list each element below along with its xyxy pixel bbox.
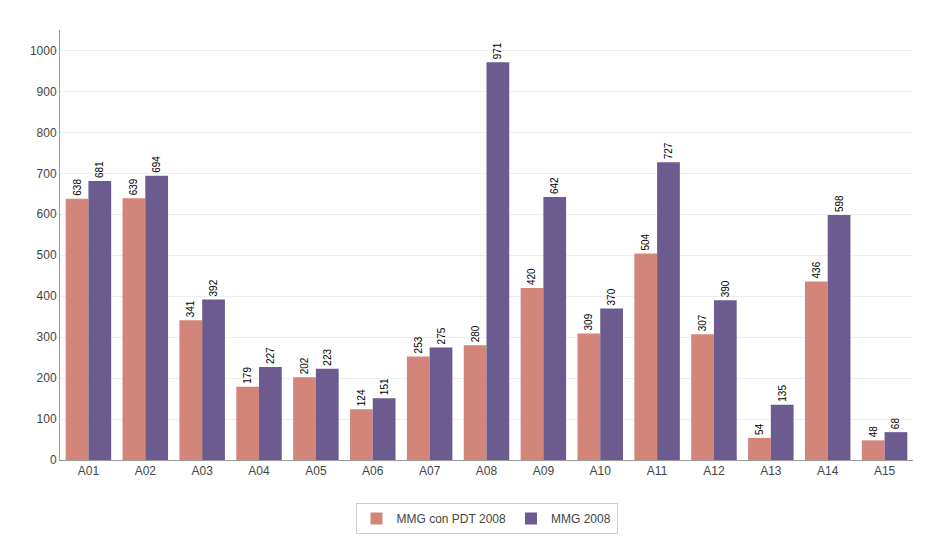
svg-text:200: 200 [37, 371, 57, 385]
svg-text:436: 436 [811, 261, 822, 278]
svg-text:A08: A08 [476, 464, 498, 478]
svg-text:642: 642 [549, 177, 560, 194]
svg-text:A05: A05 [305, 464, 327, 478]
svg-text:309: 309 [583, 313, 594, 330]
svg-text:694: 694 [151, 156, 162, 173]
svg-text:135: 135 [777, 385, 788, 402]
svg-text:420: 420 [526, 268, 537, 285]
svg-text:A02: A02 [135, 464, 157, 478]
svg-text:504: 504 [640, 233, 651, 250]
svg-text:151: 151 [379, 378, 390, 395]
svg-text:639: 639 [128, 178, 139, 195]
svg-text:A10: A10 [590, 464, 612, 478]
svg-text:600: 600 [37, 207, 57, 221]
svg-text:307: 307 [697, 314, 708, 331]
svg-text:638: 638 [72, 179, 83, 196]
svg-text:202: 202 [299, 357, 310, 374]
svg-text:0: 0 [50, 453, 57, 467]
svg-text:598: 598 [834, 195, 845, 212]
svg-text:A11: A11 [647, 464, 668, 478]
svg-text:48: 48 [868, 426, 879, 438]
svg-text:A04: A04 [248, 464, 270, 478]
svg-text:400: 400 [37, 289, 57, 303]
svg-text:68: 68 [890, 418, 901, 430]
svg-text:390: 390 [720, 280, 731, 297]
svg-text:971: 971 [492, 42, 503, 59]
svg-text:800: 800 [37, 126, 57, 140]
svg-text:253: 253 [413, 336, 424, 353]
svg-text:124: 124 [356, 389, 367, 406]
svg-text:700: 700 [37, 167, 57, 181]
svg-text:179: 179 [242, 367, 253, 384]
svg-text:1000: 1000 [30, 44, 57, 58]
svg-text:A07: A07 [419, 464, 441, 478]
svg-text:727: 727 [663, 142, 674, 159]
svg-text:681: 681 [94, 161, 105, 178]
svg-text:227: 227 [265, 347, 276, 364]
svg-text:900: 900 [37, 85, 57, 99]
svg-text:370: 370 [606, 288, 617, 305]
svg-text:A13: A13 [760, 464, 782, 478]
svg-text:280: 280 [470, 325, 481, 342]
svg-text:A03: A03 [191, 464, 213, 478]
svg-text:100: 100 [37, 412, 57, 426]
svg-text:A15: A15 [874, 464, 896, 478]
svg-text:A06: A06 [362, 464, 384, 478]
svg-text:MMG con PDT 2008: MMG con PDT 2008 [397, 512, 506, 526]
svg-text:MMG 2008: MMG 2008 [551, 512, 611, 526]
svg-text:A09: A09 [533, 464, 555, 478]
svg-text:54: 54 [754, 423, 765, 435]
svg-text:A01: A01 [78, 464, 100, 478]
svg-text:300: 300 [37, 330, 57, 344]
svg-text:275: 275 [436, 327, 447, 344]
svg-text:A14: A14 [817, 464, 839, 478]
svg-text:500: 500 [37, 248, 57, 262]
svg-text:A12: A12 [703, 464, 725, 478]
svg-text:341: 341 [185, 300, 196, 317]
svg-text:223: 223 [322, 349, 333, 366]
svg-text:392: 392 [208, 279, 219, 296]
